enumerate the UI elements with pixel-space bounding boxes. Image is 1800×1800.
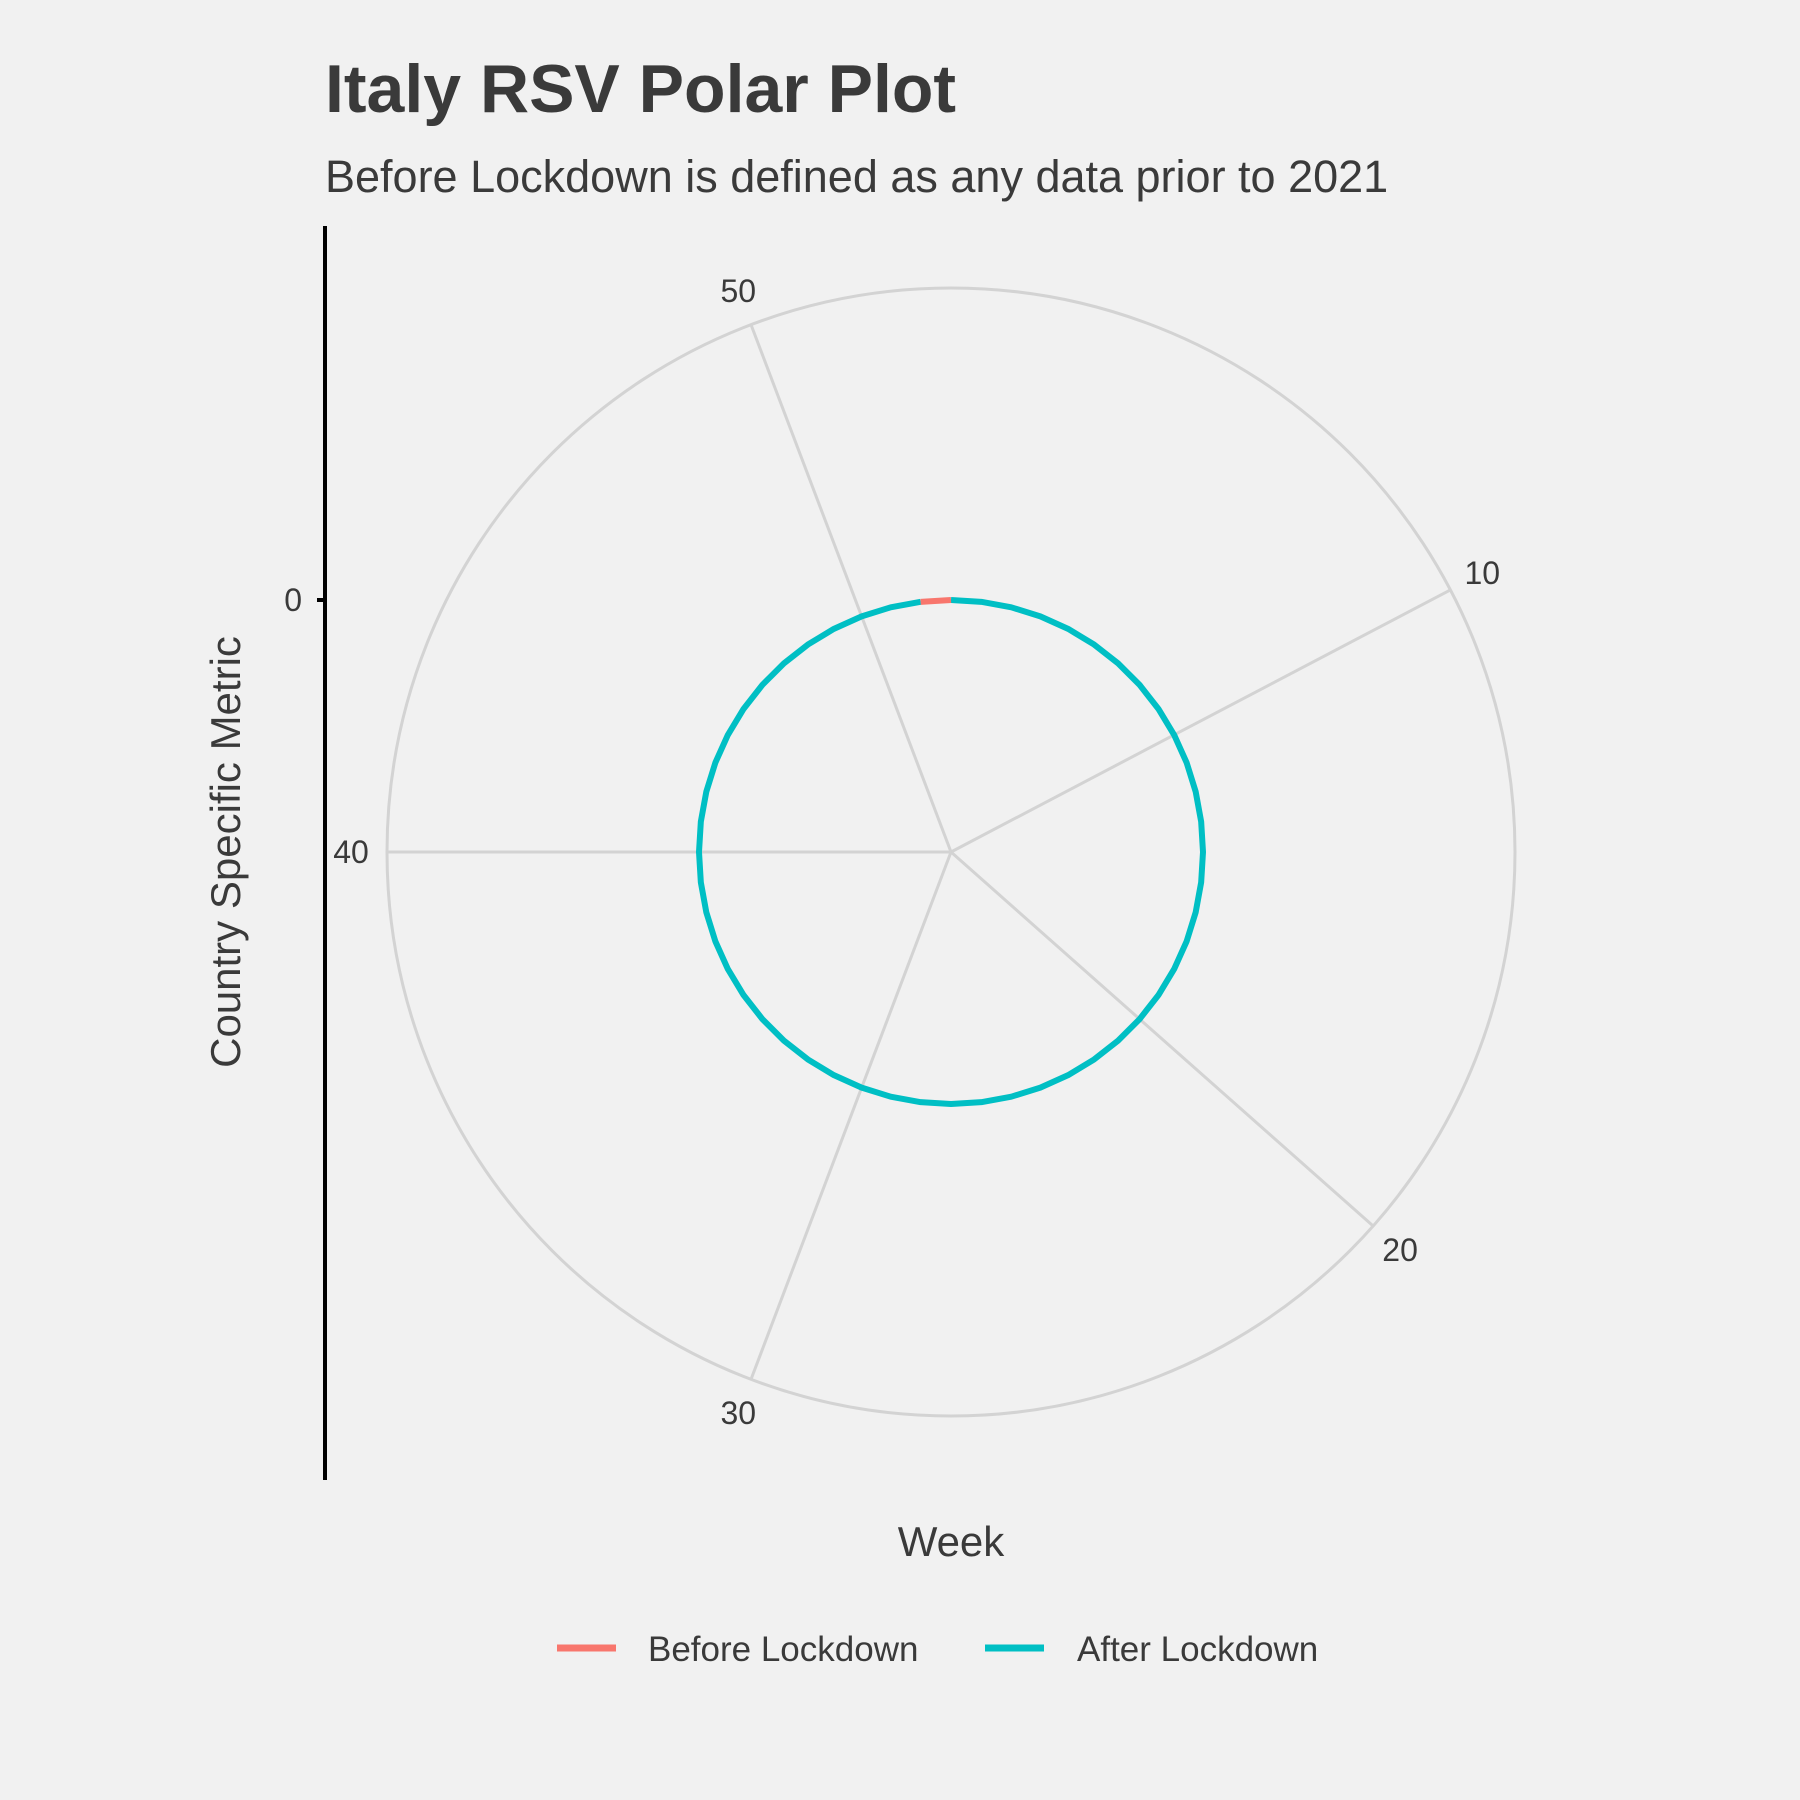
series-line-after-lockdown <box>696 597 1206 1107</box>
spoke-week-30 <box>749 851 953 1380</box>
theta-axis-labels: 10 20 30 40 50 <box>333 273 1500 1431</box>
polar-grid <box>385 286 1517 1418</box>
theta-tick-label: 20 <box>1382 1232 1418 1268</box>
series-lines <box>696 597 1206 1107</box>
legend: Before Lockdown After Lockdown <box>557 1630 1318 1669</box>
spoke-week-50 <box>749 324 953 853</box>
chart-title: Italy RSV Polar Plot <box>325 51 956 127</box>
chart-subtitle: Before Lockdown is defined as any data p… <box>325 151 1388 202</box>
theta-tick-label: 30 <box>720 1395 756 1431</box>
theta-tick-label: 40 <box>333 834 369 870</box>
legend-label: After Lockdown <box>1077 1630 1318 1669</box>
spoke-week-10 <box>950 588 1452 854</box>
r-axis-ticks: 0 <box>284 582 325 618</box>
legend-label: Before Lockdown <box>648 1630 918 1669</box>
theta-tick-label: 50 <box>720 273 756 309</box>
series-line-before-lockdown <box>920 597 952 605</box>
y-axis-title: Country Specific Metric <box>202 636 249 1068</box>
r-tick-label: 0 <box>284 582 302 618</box>
spoke-week-20 <box>950 850 1375 1228</box>
theta-tick-label: 10 <box>1464 555 1500 591</box>
x-axis-title: Week <box>898 1518 1006 1565</box>
